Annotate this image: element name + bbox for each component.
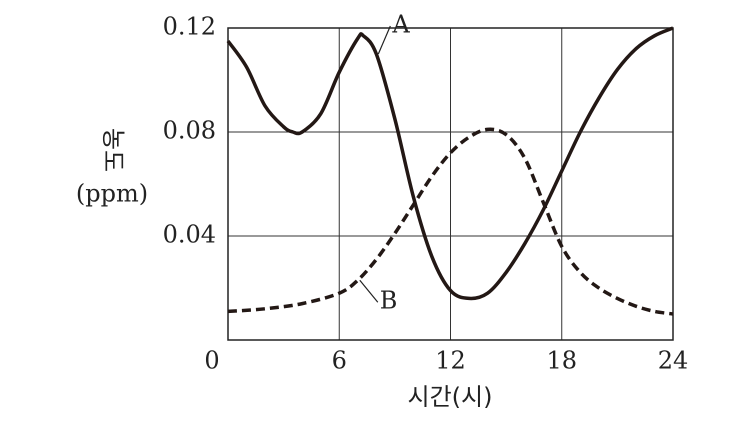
y-axis-unit: (ppm) — [76, 180, 148, 208]
x-axis-label: 시간(시) — [408, 383, 493, 411]
series-label: A — [391, 11, 410, 39]
x-tick-label: 18 — [546, 347, 577, 375]
y-tick-label: 0.08 — [163, 117, 216, 145]
plot-frame — [227, 27, 674, 341]
series-line — [227, 127, 674, 316]
y-tick-label: 0.12 — [163, 13, 216, 41]
y-axis-label: 농도 — [99, 128, 127, 172]
x-tick-label: 6 — [332, 347, 347, 375]
series-label: B — [380, 287, 398, 315]
x-tick-label: 24 — [658, 347, 689, 375]
y-tick-label: 0.04 — [163, 221, 216, 249]
label-leader — [359, 279, 379, 303]
x-tick-label: 0 — [204, 347, 219, 375]
series-line — [226, 26, 674, 301]
label-leader — [377, 25, 391, 55]
x-tick-label: 12 — [435, 347, 466, 375]
